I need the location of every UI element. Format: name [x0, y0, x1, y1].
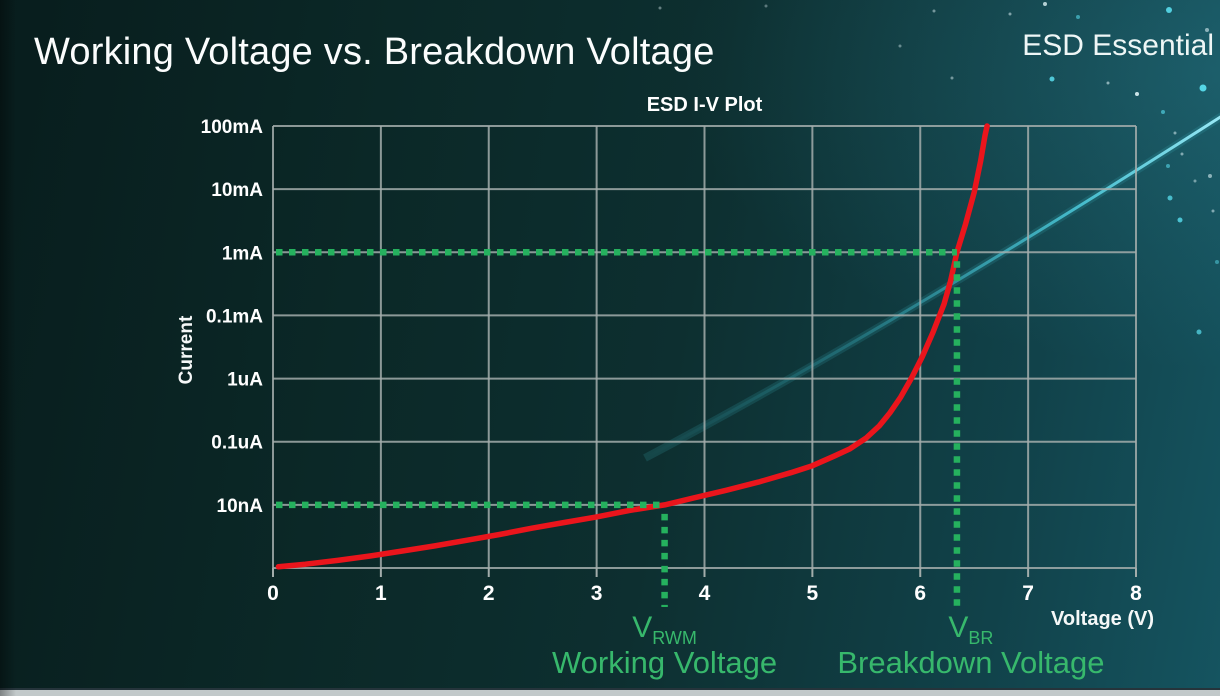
particle-dot [1208, 174, 1212, 178]
particle-dot [1043, 2, 1047, 6]
x-tick-label: 4 [699, 582, 711, 605]
vrwm-label-sub: RWM [652, 628, 697, 648]
marker-layer [276, 249, 961, 607]
particle-dot [1177, 217, 1183, 223]
particle-dot [1049, 76, 1055, 82]
particle-dot [764, 4, 768, 8]
y-tick-label: 1mA [222, 243, 263, 264]
x-tick-label: 5 [807, 582, 819, 605]
vrwm-label-main: V [632, 611, 653, 644]
particle-dot [1205, 28, 1209, 32]
particle-dot [1173, 131, 1177, 135]
x-axis-label: Voltage (V) [1051, 608, 1154, 630]
particle-dot [1008, 12, 1012, 16]
particle-dot [1215, 260, 1219, 264]
particle-dot [1199, 84, 1207, 92]
y-tick-label: 10nA [217, 496, 264, 517]
breakdown-voltage-caption: Breakdown Voltage [837, 645, 1105, 680]
particle-dot [1161, 110, 1165, 114]
slide-bottom-edge [0, 688, 1220, 696]
tick-label-layer: 100mA 10mA 1mA 0.1mA 1uA 0.1uA 10nA 0 1 2 3 4 5 6 7 8 [201, 117, 1142, 605]
y-tick-label: 0.1mA [206, 306, 263, 327]
x-tick-label: 6 [914, 582, 926, 605]
y-tick-label: 10mA [211, 180, 263, 201]
particle-dot [1166, 7, 1172, 13]
particle-dot [1167, 195, 1173, 201]
particle-dots [658, 2, 1219, 335]
vbr-label-sub: BR [968, 628, 994, 648]
working-voltage-caption: Working Voltage [551, 645, 778, 680]
y-tick-label: 0.1uA [211, 433, 263, 454]
particle-dot [932, 9, 936, 13]
particle-dot [898, 44, 902, 48]
vbr-label: VBR [948, 611, 994, 648]
background-decor [643, 2, 1220, 462]
vbr-label-main: V [948, 611, 969, 644]
vrwm-label: VRWM [632, 611, 697, 648]
particle-dot [1193, 179, 1197, 183]
swoosh-line [644, 115, 1220, 460]
particle-dot [1135, 92, 1139, 96]
x-tick-label: 2 [483, 582, 495, 605]
x-tick-label: 3 [591, 582, 603, 605]
particle-dot [1166, 164, 1170, 168]
particle-dot [1076, 15, 1080, 19]
x-tick-label: 1 [375, 582, 387, 605]
swoosh-glow [643, 112, 1220, 462]
x-tick-label: 8 [1130, 582, 1142, 605]
chart-title: ESD I-V Plot [646, 94, 763, 116]
particle-dot [1180, 152, 1184, 156]
y-axis-label: Current [176, 315, 197, 385]
iv-curve [275, 123, 990, 570]
particle-dot [1196, 329, 1202, 335]
brand-text: ESD Essential [1022, 29, 1214, 62]
x-tick-label: 7 [1022, 582, 1034, 605]
particle-dot [658, 6, 662, 10]
curve-layer [275, 123, 990, 570]
particle-dot [1106, 81, 1110, 85]
y-tick-label: 1uA [227, 370, 263, 391]
particle-dot [950, 76, 954, 80]
particle-dot [1211, 209, 1215, 213]
grid-layer [272, 125, 1137, 577]
x-tick-label: 0 [267, 582, 279, 605]
page-title: Working Voltage vs. Breakdown Voltage [34, 31, 715, 73]
y-tick-label: 100mA [201, 117, 264, 138]
